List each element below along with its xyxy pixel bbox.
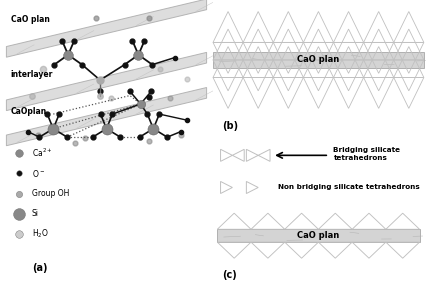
Text: O$^-$: O$^-$: [32, 168, 45, 179]
Text: Ca$^{2+}$: Ca$^{2+}$: [32, 147, 52, 159]
Text: H$_2$O: H$_2$O: [32, 228, 49, 240]
Text: CaO plan: CaO plan: [297, 55, 340, 64]
Bar: [217, 229, 420, 242]
Text: Si: Si: [32, 209, 39, 218]
Text: Bridging silicate
tetrahedrons: Bridging silicate tetrahedrons: [334, 147, 400, 161]
Polygon shape: [6, 52, 207, 111]
Text: CaO plan: CaO plan: [297, 231, 340, 240]
Polygon shape: [6, 87, 207, 146]
Text: CaOplan: CaOplan: [11, 107, 47, 116]
Text: Group OH: Group OH: [32, 189, 69, 198]
Text: Non bridging silicate tetrahedrons: Non bridging silicate tetrahedrons: [278, 185, 419, 191]
Text: interlayer: interlayer: [11, 70, 53, 79]
Bar: [213, 52, 424, 68]
Text: (b): (b): [222, 121, 238, 131]
Text: (a): (a): [32, 262, 47, 273]
Polygon shape: [6, 0, 207, 57]
Text: (c): (c): [222, 269, 236, 280]
Text: CaO plan: CaO plan: [11, 15, 49, 24]
